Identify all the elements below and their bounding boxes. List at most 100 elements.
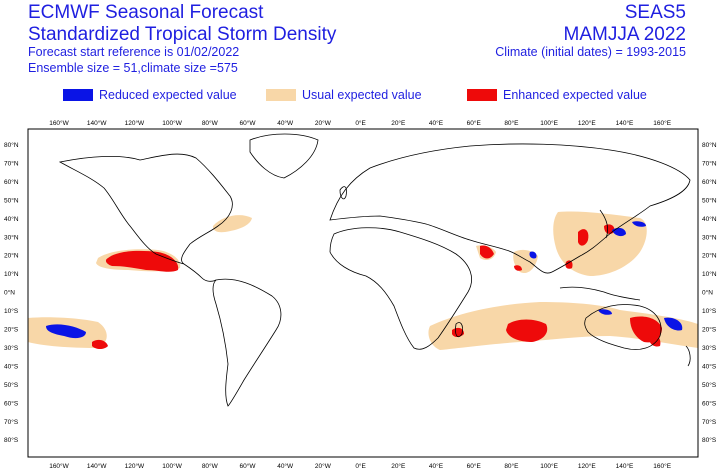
latitude-label-right: 60°S bbox=[702, 399, 717, 407]
latitude-label-right: 0°N bbox=[702, 289, 713, 297]
legend-swatch-usual bbox=[266, 89, 296, 101]
title-line-1: ECMWF Seasonal Forecast bbox=[28, 2, 264, 23]
latitude-label-left: 30°S bbox=[4, 344, 19, 352]
longitude-label-bottom: 60°E bbox=[467, 462, 482, 470]
longitude-label-top: 40°W bbox=[277, 119, 294, 127]
longitude-labels-bottom: 160°W 140°W 120°W 100°W 80°W 60°W 40°W 20°W 0°E 2… bbox=[49, 462, 672, 470]
latitude-label-right: 50°S bbox=[702, 381, 717, 389]
longitude-label-bottom: 80°E bbox=[504, 462, 519, 470]
world-map: 160°W 140°W 120°W 100°W 80°W 60°W 40°W 20°W 0°E 2… bbox=[4, 119, 717, 470]
latitude-label-left: 0°N bbox=[4, 289, 15, 297]
latitude-label-right: 20°N bbox=[702, 252, 717, 260]
latitude-label-left: 10°N bbox=[4, 270, 19, 278]
latitude-label-right: 20°S bbox=[702, 326, 717, 334]
reduced-region-timor-sea bbox=[598, 309, 612, 315]
longitude-label-bottom: 100°W bbox=[162, 462, 182, 470]
legend-label-enhanced: Enhanced expected value bbox=[503, 88, 647, 102]
longitude-label-bottom: 60°W bbox=[240, 462, 257, 470]
longitude-label-top: 40°E bbox=[429, 119, 444, 127]
longitude-label-bottom: 20°E bbox=[391, 462, 406, 470]
latitude-label-left: 50°S bbox=[4, 381, 19, 389]
coastline-north-america bbox=[58, 153, 233, 265]
forecast-period: MAMJJA 2022 bbox=[563, 24, 687, 45]
legend-item-reduced: Reduced expected value bbox=[63, 88, 237, 102]
enhanced-region-arabian-sea bbox=[480, 245, 494, 259]
latitude-label-left: 80°N bbox=[4, 141, 19, 149]
latitude-label-left: 50°N bbox=[4, 196, 19, 204]
enhanced-region-coral-sea bbox=[648, 333, 661, 347]
coastline-madagascar bbox=[455, 322, 463, 338]
reduced-region-coral-sea bbox=[664, 317, 683, 331]
enhanced-region-philippine bbox=[578, 229, 589, 246]
coastline-greenland bbox=[249, 133, 319, 179]
latitude-label-right: 80°S bbox=[702, 436, 717, 444]
coastline-japan bbox=[599, 209, 608, 239]
legend-item-enhanced: Enhanced expected value bbox=[467, 88, 647, 102]
longitude-label-bottom: 40°W bbox=[277, 462, 294, 470]
latitude-label-right: 40°N bbox=[702, 215, 717, 223]
longitude-label-top: 0°E bbox=[355, 119, 366, 127]
legend-label-usual: Usual expected value bbox=[302, 88, 422, 102]
coastline-uk bbox=[339, 186, 347, 200]
system-name: SEAS5 bbox=[624, 2, 686, 23]
longitude-label-top: 80°W bbox=[202, 119, 219, 127]
longitude-label-bottom: 160°E bbox=[653, 462, 671, 470]
latitude-labels-right: 80°N 70°N 60°N 50°N 40°N 30°N 20°N 10°N 0°N 10°S 2… bbox=[702, 141, 717, 444]
usual-region-south-indian bbox=[428, 302, 698, 350]
latitude-label-left: 20°N bbox=[4, 252, 19, 260]
latitude-label-left: 40°N bbox=[4, 215, 19, 223]
latitude-label-right: 80°N bbox=[702, 141, 717, 149]
longitude-label-top: 60°W bbox=[240, 119, 257, 127]
longitude-label-bottom: 40°E bbox=[429, 462, 444, 470]
coastline-australia bbox=[584, 304, 662, 350]
latitude-label-right: 30°N bbox=[702, 233, 717, 241]
longitude-label-top: 120°W bbox=[125, 119, 145, 127]
longitude-label-bottom: 140°W bbox=[87, 462, 107, 470]
latitude-label-left: 60°N bbox=[4, 178, 19, 186]
latitude-label-right: 70°S bbox=[702, 418, 717, 426]
reduced-region-south-pacific bbox=[46, 324, 86, 339]
coastline-south-america bbox=[212, 278, 282, 407]
usual-region-atlantic bbox=[212, 215, 252, 233]
longitude-label-top: 140°W bbox=[87, 119, 107, 127]
longitude-label-bottom: 120°E bbox=[578, 462, 596, 470]
legend-swatch-reduced bbox=[63, 89, 93, 101]
latitude-label-right: 60°N bbox=[702, 178, 717, 186]
map-frame bbox=[27, 128, 699, 458]
coastline-africa bbox=[329, 227, 472, 350]
longitude-label-top: 140°E bbox=[616, 119, 634, 127]
latitude-label-left: 60°S bbox=[4, 399, 19, 407]
enhanced-regions bbox=[92, 224, 662, 349]
legend-item-usual: Usual expected value bbox=[266, 88, 422, 102]
legend-label-reduced: Reduced expected value bbox=[99, 88, 237, 102]
enhanced-region-hawaii-south bbox=[92, 339, 108, 349]
longitude-label-bottom: 20°W bbox=[315, 462, 332, 470]
enhanced-region-east-pacific bbox=[105, 250, 179, 272]
legend: Reduced expected value Usual expected va… bbox=[0, 88, 723, 104]
latitude-label-left: 80°S bbox=[4, 436, 19, 444]
start-reference-text: Forecast start reference is 01/02/2022 bbox=[28, 45, 240, 59]
longitude-label-top: 80°E bbox=[504, 119, 519, 127]
latitude-labels-left: 80°N 70°N 60°N 50°N 40°N 30°N 20°N 10°N 0°N 10°S 2… bbox=[4, 141, 19, 444]
latitude-label-left: 20°S bbox=[4, 326, 19, 334]
longitude-label-bottom: 80°W bbox=[202, 462, 219, 470]
longitude-label-top: 20°W bbox=[315, 119, 332, 127]
enhanced-region-japan bbox=[604, 224, 615, 234]
title-line-2: Standardized Tropical Storm Density bbox=[28, 24, 337, 45]
ensemble-size-text: Ensemble size = 51,climate size =575 bbox=[28, 61, 238, 75]
longitude-label-top: 100°W bbox=[162, 119, 182, 127]
latitude-label-right: 70°N bbox=[702, 159, 717, 167]
latitude-label-right: 10°S bbox=[702, 307, 717, 315]
legend-swatch-enhanced bbox=[467, 89, 497, 101]
longitude-label-top: 120°E bbox=[578, 119, 596, 127]
latitude-label-left: 70°N bbox=[4, 159, 19, 167]
latitude-label-right: 10°N bbox=[702, 270, 717, 278]
latitude-label-left: 10°S bbox=[4, 307, 19, 315]
longitude-label-top: 160°W bbox=[49, 119, 69, 127]
longitude-label-bottom: 120°W bbox=[125, 462, 145, 470]
latitude-label-left: 40°S bbox=[4, 362, 19, 370]
longitude-labels-top: 160°W 140°W 120°W 100°W 80°W 60°W 40°W 20°W 0°E 2… bbox=[49, 119, 672, 127]
enhanced-region-south-china-sea bbox=[565, 260, 573, 269]
reduced-region-arabian-sea bbox=[529, 251, 537, 259]
usual-region-west-pacific bbox=[553, 211, 647, 276]
